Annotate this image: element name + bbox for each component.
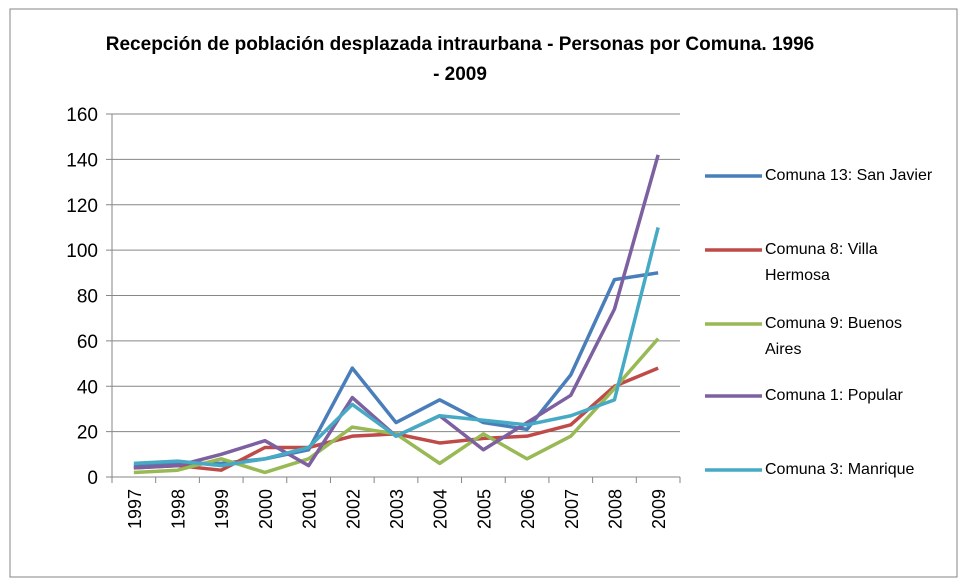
x-tick-label: 2002 (343, 489, 363, 529)
legend-label: Comuna 3: Manrique (765, 461, 915, 478)
y-tick-label: 160 (66, 105, 98, 126)
x-tick-label: 2009 (649, 489, 669, 529)
x-tick-label: 1999 (212, 489, 232, 529)
chart-border (9, 8, 958, 578)
series-line (133, 271, 659, 468)
x-tick-label: 1997 (125, 489, 145, 529)
x-tick-label: 2008 (605, 489, 625, 529)
x-tick-label: 2006 (518, 489, 538, 529)
y-tick-label: 80 (77, 287, 98, 308)
series-line (133, 227, 660, 468)
legend-label: Comuna 8: Villa Hermosa (765, 241, 878, 284)
x-tick-label: 2007 (562, 489, 582, 529)
x-tick-label: 2005 (474, 489, 494, 529)
legend-label: Comuna 9: Buenos Aires (765, 315, 902, 358)
x-tick-label: 2000 (256, 489, 276, 529)
y-tick-label: 20 (77, 423, 98, 444)
y-tick-label: 100 (66, 241, 98, 262)
x-tick-label: 2001 (300, 489, 320, 529)
x-tick-label: 2003 (387, 489, 407, 529)
chart-title: Recepción de población desplazada intrau… (105, 34, 815, 85)
y-tick-label: 60 (77, 332, 98, 353)
y-tick-label: 40 (77, 377, 98, 398)
x-tick-label: 1998 (169, 489, 189, 529)
legend-label: Comuna 1: Popular (765, 387, 903, 404)
x-tick-label: 2004 (431, 489, 451, 529)
legend-label: Comuna 13: San Javier (765, 167, 933, 184)
y-tick-label: 140 (66, 150, 98, 171)
y-tick-label: 0 (87, 468, 98, 489)
y-tick-label: 120 (66, 196, 98, 217)
